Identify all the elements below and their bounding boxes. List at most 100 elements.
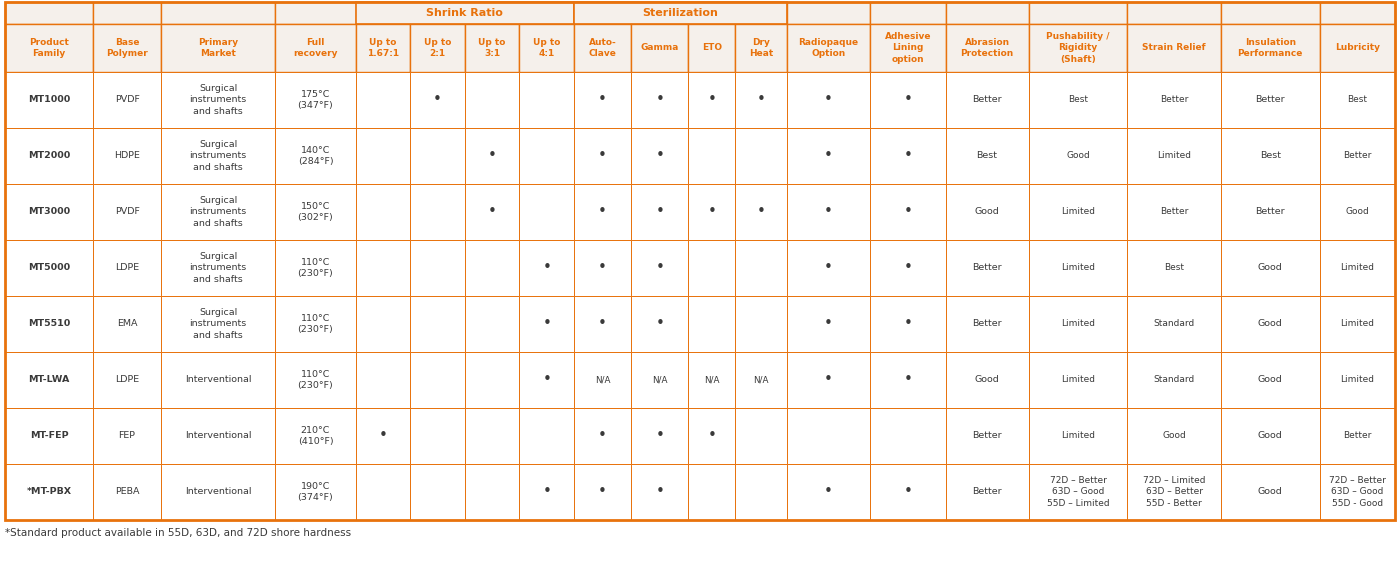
Bar [787, 184, 871, 240]
Bar [1221, 24, 1320, 72]
Bar [356, 240, 410, 296]
Text: Standard: Standard [1154, 376, 1194, 384]
Text: •: • [542, 316, 552, 332]
Text: Base
Polymer: Base Polymer [106, 38, 148, 58]
Text: 72D – Better
63D – Good
55D - Good: 72D – Better 63D – Good 55D - Good [1329, 476, 1386, 508]
Bar [631, 128, 689, 184]
Bar [871, 24, 945, 72]
Bar [787, 296, 871, 352]
Bar [465, 408, 519, 464]
Bar [6, 72, 94, 128]
Text: Standard: Standard [1154, 320, 1194, 328]
Bar [945, 128, 1029, 184]
Bar [871, 296, 945, 352]
Bar [276, 240, 356, 296]
Text: •: • [903, 204, 913, 219]
Bar [1221, 2, 1320, 24]
Bar [161, 296, 276, 352]
Bar [1127, 408, 1221, 464]
Bar [945, 296, 1029, 352]
Bar [356, 72, 410, 128]
Bar [465, 296, 519, 352]
Bar [161, 408, 276, 464]
Bar [574, 464, 631, 520]
Text: MT5000: MT5000 [28, 263, 70, 272]
Text: Better: Better [1343, 151, 1372, 160]
Text: •: • [598, 316, 608, 332]
Text: •: • [825, 485, 833, 500]
Text: Best: Best [1165, 263, 1184, 272]
Text: •: • [598, 93, 608, 107]
Bar [519, 72, 574, 128]
Bar [1029, 2, 1127, 24]
Bar [735, 296, 787, 352]
Text: Better: Better [972, 263, 1002, 272]
Text: Surgical
instruments
and shafts: Surgical instruments and shafts [189, 85, 246, 115]
Text: Insulation
Performance: Insulation Performance [1238, 38, 1303, 58]
Text: Surgical
instruments
and shafts: Surgical instruments and shafts [189, 308, 246, 340]
Bar [94, 24, 161, 72]
Bar [94, 296, 161, 352]
Bar [465, 72, 519, 128]
Bar [356, 408, 410, 464]
Bar [871, 184, 945, 240]
Bar [94, 352, 161, 408]
Bar [631, 464, 689, 520]
Bar [465, 128, 519, 184]
Text: Interventional: Interventional [185, 432, 251, 440]
Text: Best: Best [1068, 95, 1088, 104]
Bar [1320, 128, 1394, 184]
Text: Good: Good [1259, 488, 1282, 497]
Bar [94, 240, 161, 296]
Bar [161, 464, 276, 520]
Bar [631, 296, 689, 352]
Bar [519, 128, 574, 184]
Bar [1127, 2, 1221, 24]
Bar [631, 240, 689, 296]
Bar [6, 464, 94, 520]
Bar [356, 296, 410, 352]
Bar [1127, 24, 1221, 72]
Bar [1029, 184, 1127, 240]
Bar [1221, 464, 1320, 520]
Bar [574, 296, 631, 352]
Bar [276, 128, 356, 184]
Bar [631, 72, 689, 128]
Text: Better: Better [972, 488, 1002, 497]
Text: *MT-PBX: *MT-PBX [27, 488, 71, 497]
Bar [735, 408, 787, 464]
Text: •: • [825, 204, 833, 219]
Bar [6, 240, 94, 296]
Bar [410, 240, 465, 296]
Bar [1029, 296, 1127, 352]
Bar [276, 72, 356, 128]
Bar [410, 352, 465, 408]
Bar [1127, 72, 1221, 128]
Bar [574, 2, 787, 24]
Bar [574, 24, 631, 72]
Text: Adhesive
Lining
option: Adhesive Lining option [885, 33, 931, 63]
Text: •: • [655, 93, 664, 107]
Bar [94, 2, 161, 24]
Bar [631, 24, 689, 72]
Text: •: • [825, 260, 833, 275]
Text: MT2000: MT2000 [28, 151, 70, 160]
Text: Best: Best [1347, 95, 1368, 104]
Bar [735, 72, 787, 128]
Bar [519, 464, 574, 520]
Bar [465, 24, 519, 72]
Text: Limited: Limited [1061, 376, 1095, 384]
Text: N/A: N/A [652, 376, 668, 384]
Text: Surgical
instruments
and shafts: Surgical instruments and shafts [189, 252, 246, 284]
Bar [1221, 296, 1320, 352]
Bar [871, 408, 945, 464]
Text: Limited: Limited [1061, 432, 1095, 440]
Text: Limited: Limited [1340, 376, 1375, 384]
Text: MT-FEP: MT-FEP [29, 432, 69, 440]
Bar [689, 408, 735, 464]
Text: Up to
3:1: Up to 3:1 [479, 38, 505, 58]
Bar [631, 408, 689, 464]
Bar [1320, 72, 1394, 128]
Bar [574, 240, 631, 296]
Bar [574, 72, 631, 128]
